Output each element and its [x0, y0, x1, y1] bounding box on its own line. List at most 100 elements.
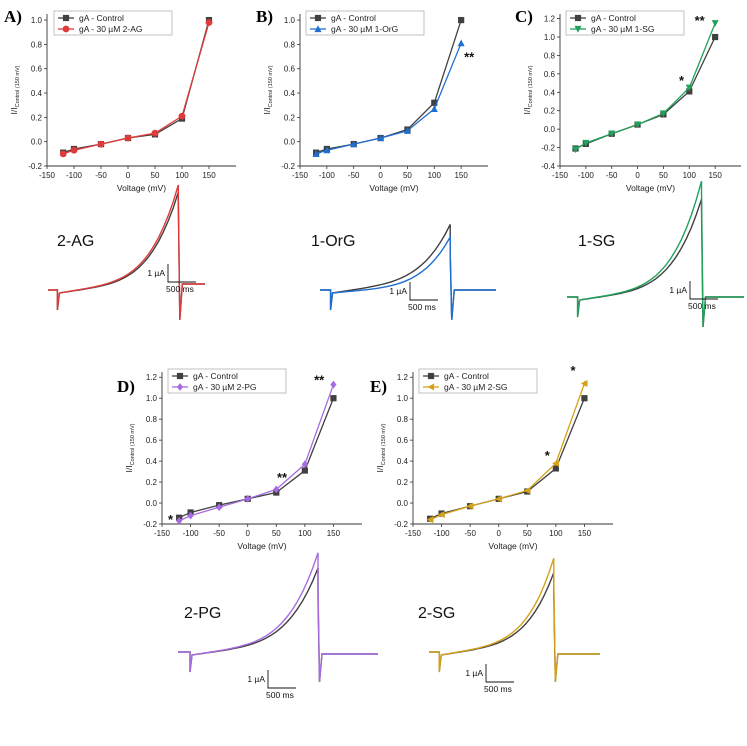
- y-tick-label: 0.2: [146, 478, 158, 487]
- significance-marker: *: [168, 512, 174, 527]
- legend-marker: [427, 372, 435, 380]
- data-point: [330, 380, 337, 389]
- x-tick-label: 0: [245, 529, 250, 538]
- compound-label: 2-AG: [57, 233, 94, 250]
- data-point: [59, 150, 67, 158]
- legend-label: gA - 30 µM 1-OrG: [331, 24, 398, 34]
- x-tick-label: 100: [175, 171, 189, 180]
- x-tick-label: 50: [151, 171, 160, 180]
- series-line-1: [575, 22, 716, 150]
- y-tick-label: 0.2: [397, 478, 409, 487]
- x-tick-label: -50: [464, 529, 476, 538]
- y-tick-label: 0.6: [544, 70, 556, 79]
- y-tick-label: 0.2: [284, 113, 296, 122]
- legend-label: gA - Control: [591, 13, 636, 23]
- x-tick-label: -100: [66, 171, 83, 180]
- x-tick-label: 0: [378, 171, 383, 180]
- data-point: [323, 146, 331, 154]
- compound-current-trace: [320, 234, 496, 321]
- significance-marker: *: [570, 363, 576, 378]
- x-tick-label: 100: [428, 171, 442, 180]
- y-tick-label: 0.8: [284, 40, 296, 49]
- scale-bar: [485, 664, 514, 683]
- legend-marker: [176, 383, 184, 391]
- data-point: [176, 516, 183, 525]
- x-tick-label: -50: [606, 171, 618, 180]
- control-current-trace: [429, 572, 600, 683]
- y-tick-label: 0.0: [284, 138, 296, 147]
- y-tick-label: 1.0: [397, 394, 409, 403]
- scale-bar: [689, 281, 718, 300]
- y-tick-label: 0.0: [397, 499, 409, 508]
- compound-label: 2-SG: [418, 605, 455, 622]
- data-point: [216, 503, 223, 512]
- y-tick-label: 0.6: [284, 65, 296, 74]
- data-point: [582, 139, 590, 147]
- data-point: [330, 395, 337, 402]
- scale-bar: [167, 264, 196, 283]
- data-point: [301, 467, 308, 474]
- y-tick-label: 0.6: [31, 65, 43, 74]
- legend-marker: [314, 25, 322, 33]
- data-point: [431, 99, 438, 106]
- y-tick-label: -0.2: [281, 162, 295, 171]
- data-point: [581, 395, 588, 402]
- data-point: [608, 130, 616, 138]
- data-point: [151, 129, 159, 137]
- data-point: [312, 150, 320, 157]
- legend-marker: [62, 14, 70, 22]
- x-axis-label: Voltage (mV): [369, 183, 418, 193]
- data-point: [244, 494, 251, 503]
- compound-label: 2-PG: [184, 605, 221, 622]
- significance-marker: *: [679, 73, 685, 88]
- data-point: [437, 511, 445, 519]
- scale-bar: [267, 670, 296, 689]
- significance-marker: **: [695, 13, 706, 28]
- x-tick-label: -100: [578, 171, 595, 180]
- y-axis-label-main: I/I: [375, 465, 385, 472]
- y-tick-label: 0.6: [397, 436, 409, 445]
- series-line-1: [178, 384, 335, 522]
- x-tick-label: -100: [434, 529, 451, 538]
- significance-marker: *: [545, 448, 551, 463]
- x-axis-label: Voltage (mV): [117, 183, 166, 193]
- x-tick-label: -100: [319, 171, 336, 180]
- x-tick-label: 100: [298, 529, 312, 538]
- scale-bar-time: 500 ms: [408, 302, 436, 312]
- y-tick-label: 0.4: [31, 89, 43, 98]
- compound-current-trace: [48, 184, 205, 321]
- data-point: [97, 140, 105, 148]
- scale-bar-current: 1 µA: [465, 668, 483, 678]
- legend-label: gA - Control: [444, 371, 489, 381]
- y-axis-label-sub: Control (150 mV): [381, 423, 387, 465]
- chart-panel-D: D) -150 -100 -50 0 50 100 150 -0.2 0.0 0.2 0.4 0.6 0.…: [117, 368, 362, 551]
- legend-label: gA - 30 µM 2-AG: [79, 24, 142, 34]
- data-point: [712, 33, 719, 41]
- data-point: [205, 19, 213, 26]
- compound-current-trace: [178, 552, 378, 683]
- y-axis-label-main: I/I: [9, 107, 19, 114]
- legend-marker: [62, 25, 70, 33]
- y-axis-label-main: I/I: [124, 465, 134, 472]
- chart-panel-A: A) -150 -100 -50 0 50 100 150 -0.2 0.0 0.2 0.4 0.6 0.…: [4, 7, 236, 193]
- data-point: [377, 134, 385, 142]
- data-point: [552, 465, 559, 472]
- y-axis-label-sub: Control (150 mV): [15, 65, 21, 107]
- y-tick-label: 0.4: [146, 457, 158, 466]
- x-tick-label: -100: [183, 529, 200, 538]
- legend-label: gA - 30 µM 2-SG: [444, 382, 507, 392]
- data-point: [457, 39, 465, 47]
- scale-bar-current: 1 µA: [669, 285, 687, 295]
- x-axis-label: Voltage (mV): [488, 541, 537, 551]
- y-tick-label: 0.0: [146, 499, 158, 508]
- y-tick-label: 1.0: [544, 33, 556, 42]
- y-tick-label: -0.2: [394, 520, 408, 529]
- legend-label: gA - Control: [193, 371, 238, 381]
- legend-marker: [176, 372, 184, 380]
- y-tick-label: -0.2: [541, 144, 555, 153]
- y-tick-label: -0.2: [28, 162, 42, 171]
